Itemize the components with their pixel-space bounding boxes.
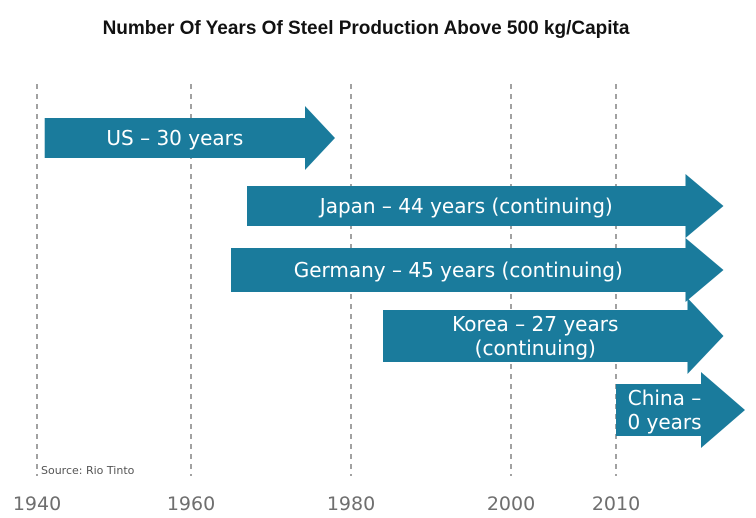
x-tick-label-1980: 1980 <box>327 493 375 515</box>
chart-title: Number Of Years Of Steel Production Abov… <box>103 18 630 39</box>
bar-label-korea-2: (continuing) <box>475 336 596 360</box>
bar-label-japan: Japan – 44 years (continuing) <box>318 194 613 218</box>
x-axis-ticks: 1940 1960 1980 2000 2010 <box>13 493 640 515</box>
bar-label-china-1: China – <box>628 386 702 410</box>
x-tick-label-1960: 1960 <box>167 493 215 515</box>
x-tick-label-2000: 2000 <box>487 493 535 515</box>
bar-label-germany: Germany – 45 years (continuing) <box>294 258 623 282</box>
bar-label-korea-1: Korea – 27 years <box>452 312 618 336</box>
bar-japan <box>247 174 724 238</box>
source-note: Source: Rio Tinto <box>41 464 135 477</box>
bar-label-china-2: 0 years <box>627 410 701 434</box>
bar-us <box>44 106 335 170</box>
x-tick-label-2010: 2010 <box>592 493 640 515</box>
x-tick-label-1940: 1940 <box>13 493 61 515</box>
bar-label-us: US – 30 years <box>106 126 243 150</box>
bar-china <box>616 372 745 448</box>
bar-korea <box>383 298 724 374</box>
bar-germany <box>231 238 724 302</box>
arrow-bars: US – 30 years Japan – 44 years (continuin… <box>44 106 745 448</box>
